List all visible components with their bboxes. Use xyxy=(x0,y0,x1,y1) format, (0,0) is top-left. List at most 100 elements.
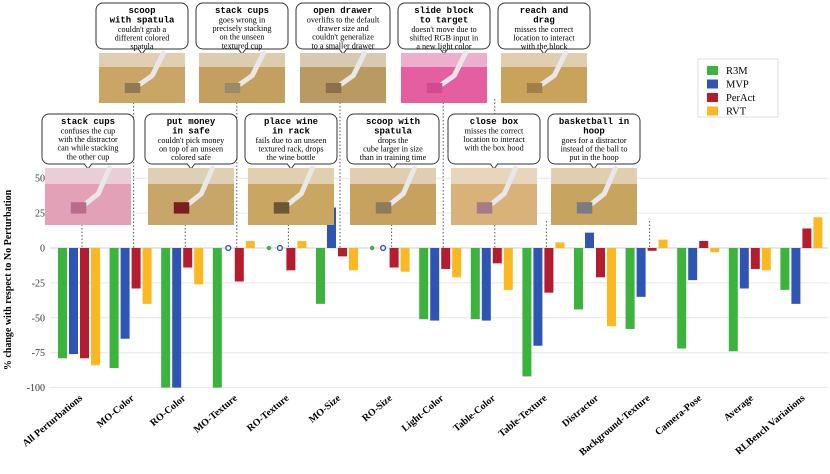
bar-peract-mo-texture xyxy=(234,248,244,282)
bar-missing-marker xyxy=(276,244,284,252)
bar-missing-marker xyxy=(369,245,375,251)
callout-title: with spatula xyxy=(110,16,175,26)
bar-rvt-mo-texture xyxy=(245,241,255,248)
scene-photo-background xyxy=(350,168,436,184)
bar-r3m-all-perturbations xyxy=(58,248,67,359)
callout-text: than in training time xyxy=(360,153,427,162)
scene-photo-background xyxy=(148,168,234,184)
bar-mvp-distractor xyxy=(585,232,594,248)
y-axis: -100 -75 -50 -25 0 25 50 xyxy=(27,174,45,394)
scene-object-icon xyxy=(124,83,141,93)
bar-peract-rlbench-variations xyxy=(802,228,812,248)
scene-object-icon xyxy=(224,83,241,93)
y-tick-label: -50 xyxy=(32,313,45,324)
callout-text: on the unseen xyxy=(219,33,264,42)
callout-text: cube larger in size xyxy=(363,145,423,154)
bar-rvt-mo-size xyxy=(349,248,358,271)
bar-rvt-mo-color xyxy=(142,248,152,304)
scene-photo-background xyxy=(45,168,131,184)
bar-mvp-mo-size xyxy=(327,207,336,248)
x-axis: All Perturbations MO-Color RO-Color MO-Text… xyxy=(21,393,808,459)
callout-text: textured cup xyxy=(222,41,263,50)
bar-peract-background-texture xyxy=(647,248,657,251)
bar-rvt-ro-color xyxy=(194,248,204,285)
bar-rvt-light-color xyxy=(452,248,462,278)
callout-text: drops the xyxy=(378,136,409,145)
robot-arm-icon xyxy=(338,50,367,87)
callout-text: misses the correct xyxy=(465,127,524,136)
y-tick-label: 0 xyxy=(40,244,45,255)
callout-title: put money xyxy=(167,117,216,127)
robot-arm-icon xyxy=(539,50,568,87)
bar-r3m-table-color xyxy=(470,248,480,320)
legend-swatch xyxy=(707,106,718,116)
callout-text: textured rack, drops xyxy=(258,145,323,154)
scene-object-icon xyxy=(526,83,543,93)
callout-title: slide block xyxy=(414,6,474,16)
callout-text: overlifts to the default xyxy=(307,16,380,25)
bar-mvp-ro-color xyxy=(172,248,182,388)
callout-text: the wine bottle xyxy=(267,153,316,162)
callout-text: precisely stacking xyxy=(213,24,272,33)
bar-rvt-table-color xyxy=(503,248,513,290)
x-tick-label: RO-Texture xyxy=(245,393,292,435)
bar-r3m-light-color xyxy=(419,248,429,320)
legend-swatch xyxy=(707,79,718,89)
callout-text: shifted RGB input in xyxy=(410,34,478,43)
bar-mvp-mo-color xyxy=(120,248,130,339)
callout-title: in safe xyxy=(172,127,210,137)
legend-label: R3M xyxy=(726,66,748,77)
x-tick-label: MO-Texture xyxy=(192,393,240,436)
bar-peract-table-color xyxy=(492,248,502,264)
callout-title: spatula xyxy=(374,127,412,137)
bar-r3m-average xyxy=(728,248,738,352)
bar-r3m-mo-color xyxy=(109,248,119,369)
bar-peract-mo-color xyxy=(131,248,141,289)
scene-photo-background xyxy=(451,168,537,184)
y-axis-label: % change with respect to No Perturbation xyxy=(3,189,14,370)
bar-mvp-table-color xyxy=(481,248,491,321)
legend: R3M MVP PerAct RVT xyxy=(697,58,779,118)
x-tick-label: Distractor xyxy=(560,393,601,430)
bar-r3m-camera-pose xyxy=(677,248,687,349)
bar-missing-marker xyxy=(225,244,232,252)
bar-missing-marker xyxy=(266,245,272,251)
bar-r3m-distractor xyxy=(574,248,583,310)
bar-peract-ro-color xyxy=(183,248,193,268)
callout-text: doesn't move due to xyxy=(411,25,476,34)
bar-mvp-camera-pose xyxy=(688,248,698,281)
scene-photo-background xyxy=(501,53,587,67)
scene-photo-background xyxy=(99,53,185,67)
callout-text: goes for a distractor xyxy=(561,136,627,145)
bar-rvt-rlbench-variations xyxy=(813,217,823,248)
bar-peract-average xyxy=(750,248,760,269)
callout-text: couldn't grab a xyxy=(118,25,167,34)
callout-title: stack cups xyxy=(61,117,115,127)
callout-title: to target xyxy=(420,16,469,26)
legend-label: RVT xyxy=(726,107,747,118)
bar-mvp-average xyxy=(739,248,749,289)
robot-arm-icon xyxy=(589,165,618,206)
callout-text: the other cup xyxy=(67,152,110,161)
callout-text: with the distractor xyxy=(58,135,118,144)
x-tick-label: Table-Color xyxy=(451,393,498,435)
callout-text: misses the correct xyxy=(515,25,574,34)
scene-object-icon xyxy=(375,202,392,214)
x-tick-label: Camera-Pose xyxy=(653,393,704,439)
callout-text: goes wrong in xyxy=(219,16,265,25)
callout-text: couldn't generalize xyxy=(312,33,374,42)
callout-text: fails due to an unseen xyxy=(256,136,327,145)
callout-text: different colored xyxy=(115,34,170,43)
scene-object-icon xyxy=(325,83,342,93)
bar-r3m-background-texture xyxy=(625,248,635,329)
bar-r3m-mo-texture xyxy=(212,248,222,388)
bar-rvt-background-texture xyxy=(658,239,668,248)
x-tick-label: RO-Color xyxy=(148,393,188,429)
bar-rvt-table-texture xyxy=(555,242,565,248)
y-tick-label: -100 xyxy=(27,383,45,394)
scene-object-icon xyxy=(576,202,593,214)
